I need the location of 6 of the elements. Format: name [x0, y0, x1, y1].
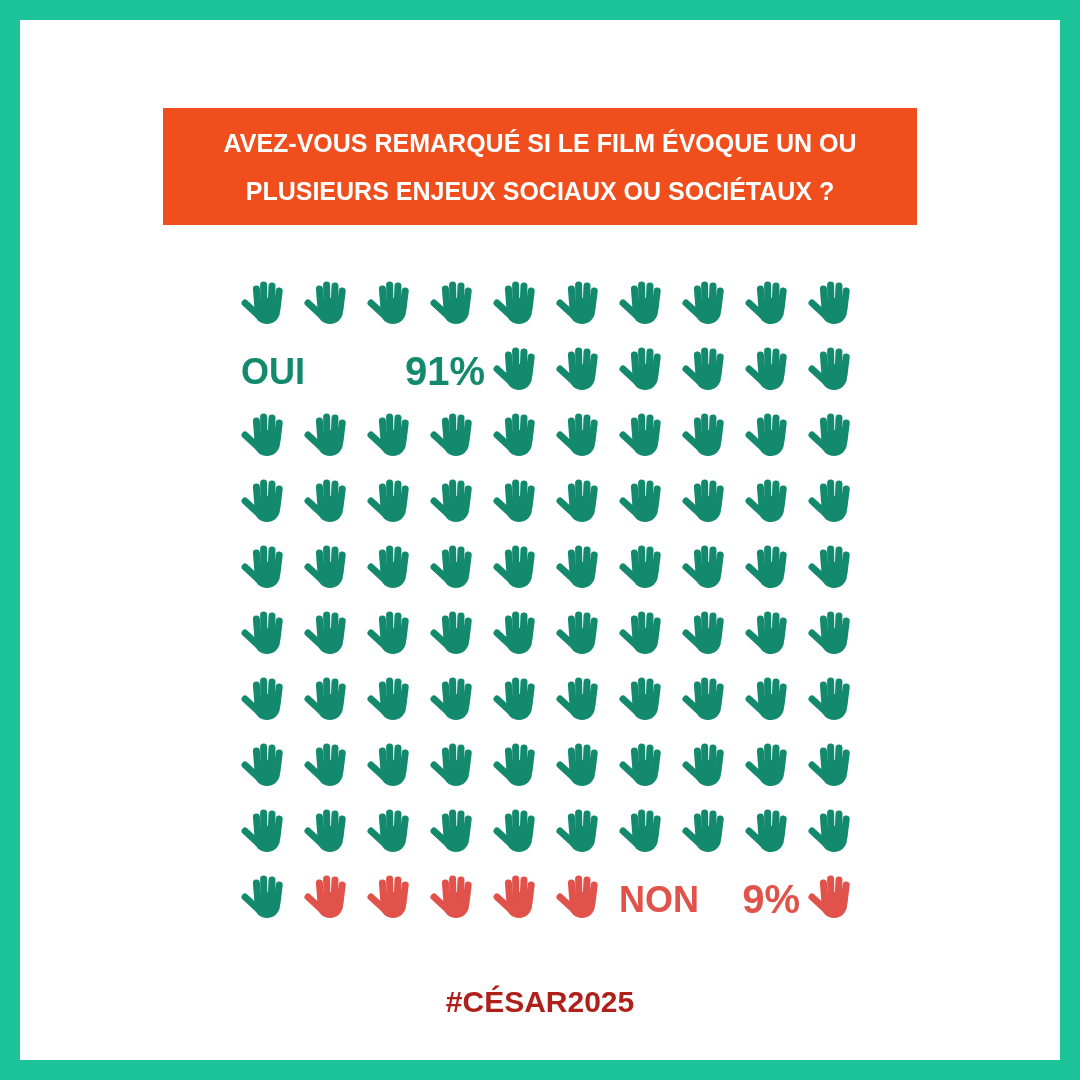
data-label: 9% [742, 877, 800, 922]
text: #CÉSAR2025 [444, 985, 636, 1019]
data-label: 91% [404, 349, 485, 394]
category-label: OUI [241, 350, 306, 392]
text: AVEZ-VOUS REMARQUÉ SI LE FILM ÉVOQUE UN OU PLUSIEURS ENJEUX SOCIAUX OU SOCIÉTAUX ? [163, 108, 917, 225]
category-label: NON [619, 878, 699, 920]
